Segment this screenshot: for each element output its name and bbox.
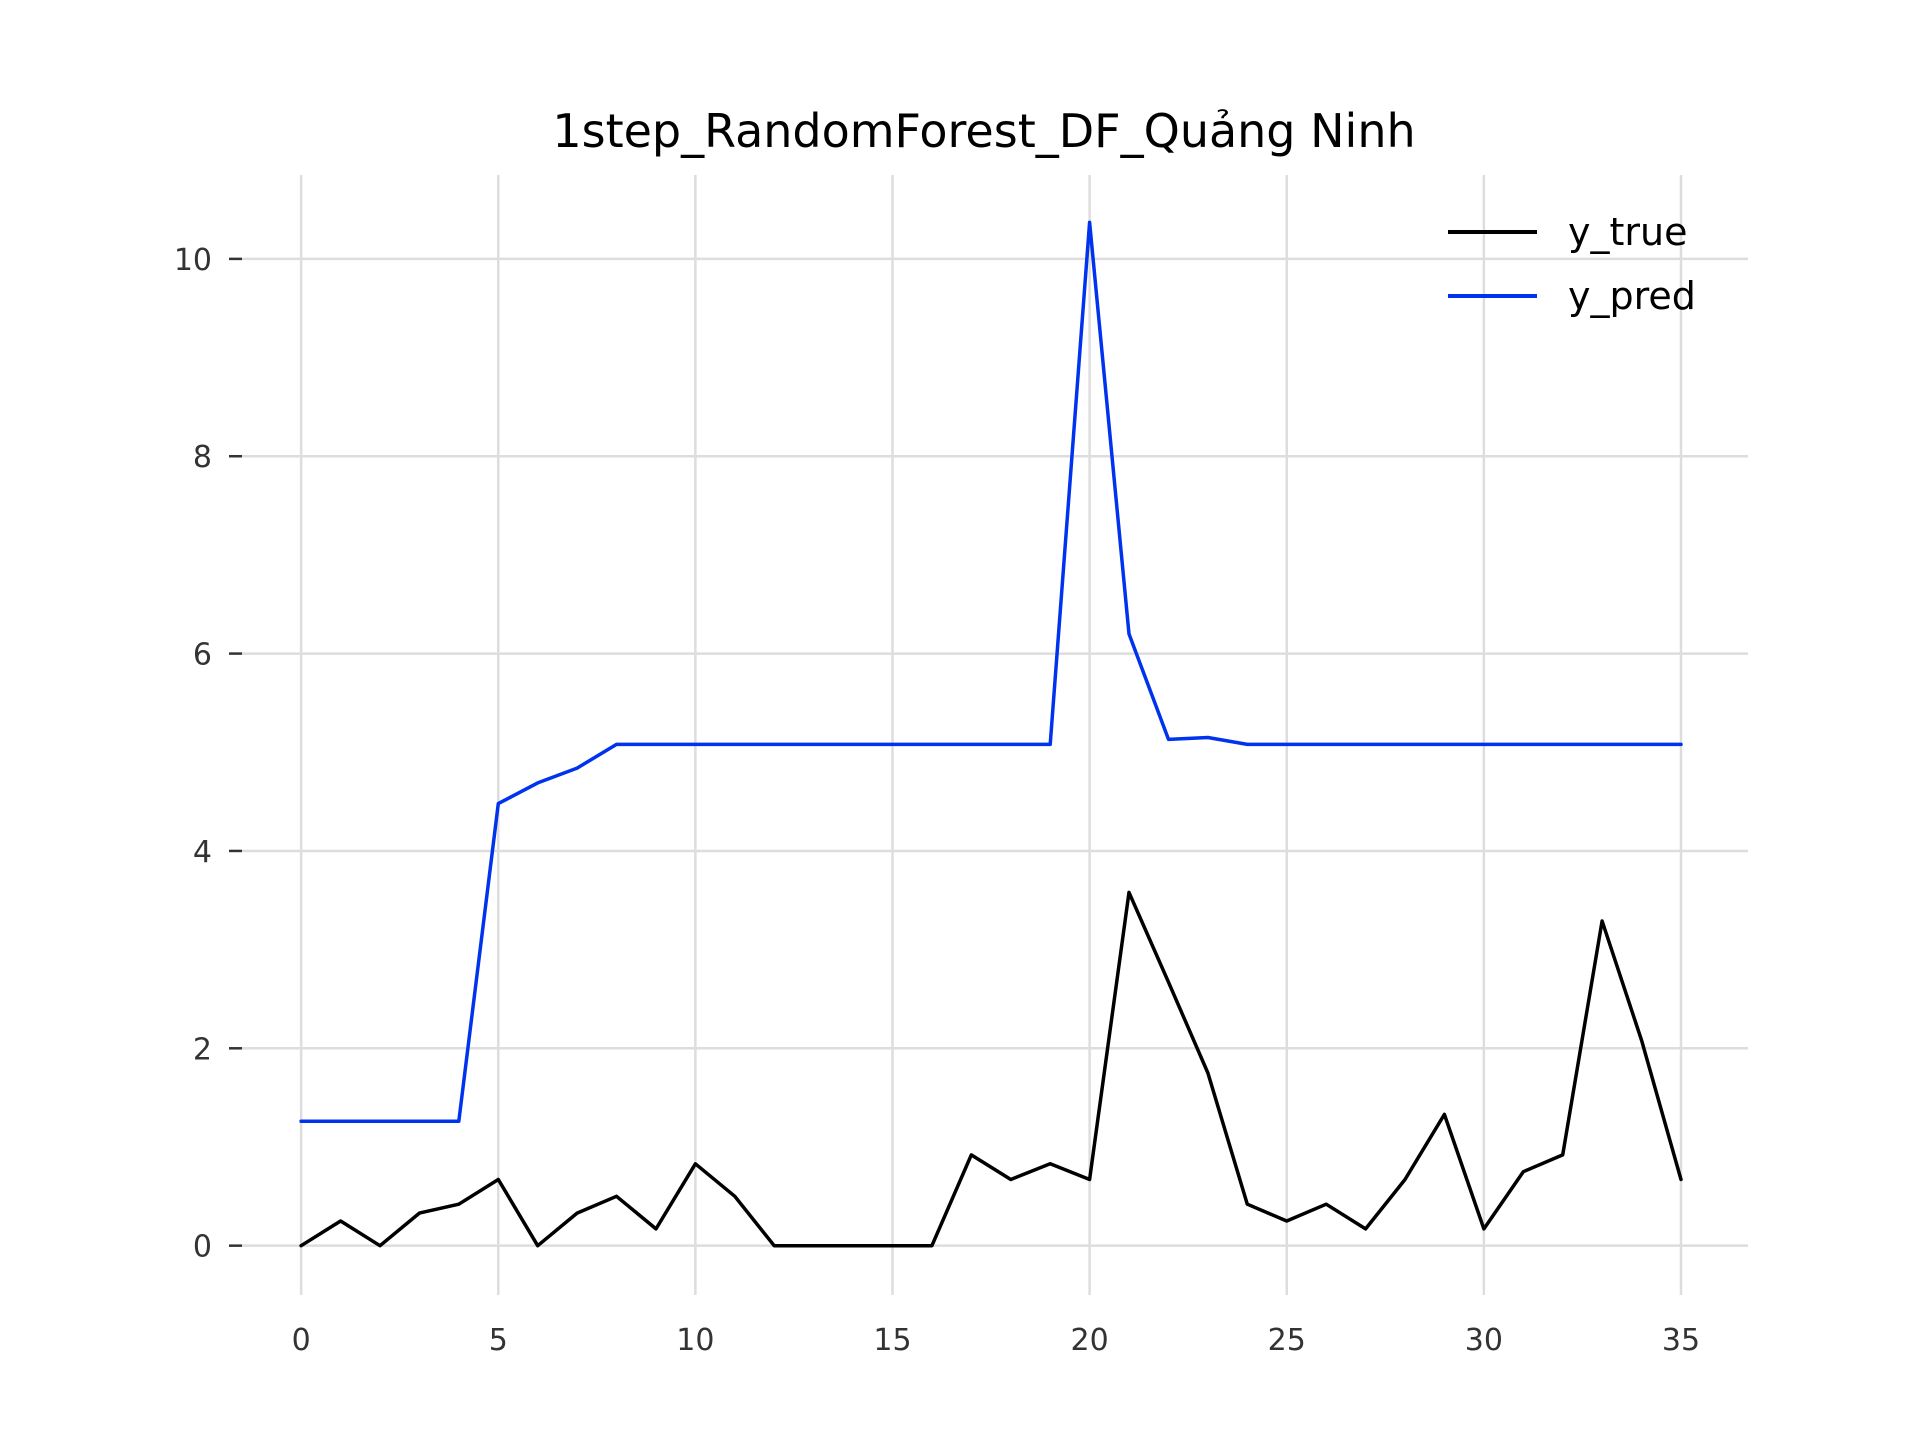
- y-tick-label-2: 2: [193, 1032, 212, 1067]
- grid: [242, 175, 1748, 1295]
- legend: y_true y_pred: [1448, 210, 1696, 318]
- x-tick-label-10: 10: [676, 1323, 714, 1358]
- legend-label-y_true: y_true: [1568, 210, 1687, 254]
- legend-label-y_pred: y_pred: [1568, 274, 1696, 318]
- y-tick-label-4: 4: [193, 835, 212, 870]
- series-lines: [299, 220, 1683, 1248]
- y-tick-label-0: 0: [193, 1230, 212, 1265]
- axis-ticks: 0 5 10 15 20 25 30 35 0 2 4 6 8 10: [174, 243, 1700, 1358]
- series-line-y_pred: [299, 220, 1683, 1124]
- chart-title: 1step_RandomForest_DF_Quảng Ninh: [552, 104, 1415, 158]
- x-tick-label-15: 15: [873, 1323, 911, 1358]
- x-tick-label-30: 30: [1465, 1323, 1503, 1358]
- x-tick-label-5: 5: [489, 1323, 508, 1358]
- y-tick-label-10: 10: [174, 243, 212, 278]
- x-tick-label-25: 25: [1268, 1323, 1306, 1358]
- x-tick-label-35: 35: [1662, 1323, 1700, 1358]
- x-tick-label-20: 20: [1071, 1323, 1109, 1358]
- y-tick-label-6: 6: [193, 638, 212, 673]
- series-line-y_true: [299, 890, 1683, 1248]
- y-tick-label-8: 8: [193, 440, 212, 475]
- x-tick-label-0: 0: [292, 1323, 311, 1358]
